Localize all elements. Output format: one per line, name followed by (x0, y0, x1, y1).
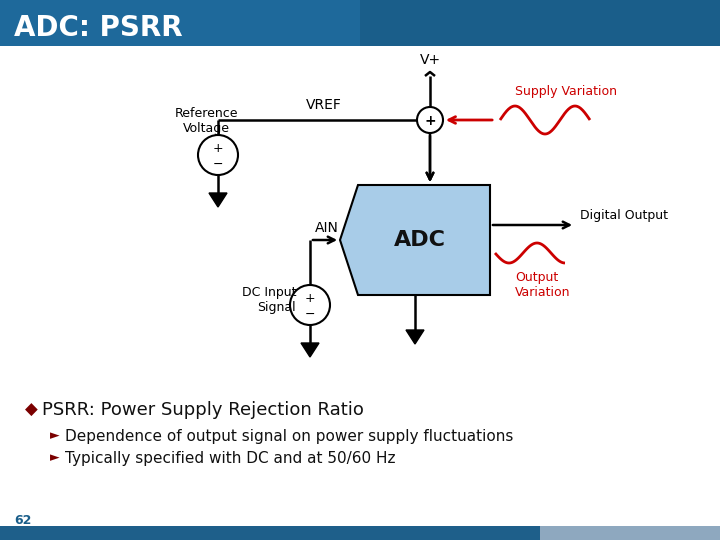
Text: Dependence of output signal on power supply fluctuations: Dependence of output signal on power sup… (65, 429, 513, 443)
Text: ◆: ◆ (25, 401, 37, 419)
Text: PSRR: Power Supply Rejection Ratio: PSRR: Power Supply Rejection Ratio (42, 401, 364, 419)
Text: ADC: PSRR: ADC: PSRR (14, 14, 183, 42)
Polygon shape (406, 330, 424, 344)
Polygon shape (209, 193, 227, 207)
Text: +: + (305, 292, 315, 305)
Text: Supply Variation: Supply Variation (515, 85, 617, 98)
Text: Reference
Voltage: Reference Voltage (174, 107, 238, 135)
Text: 62: 62 (14, 515, 32, 528)
Text: Output
Variation: Output Variation (515, 271, 570, 299)
Text: +: + (424, 114, 436, 128)
Polygon shape (340, 185, 490, 295)
Text: DC Input
Signal: DC Input Signal (241, 286, 296, 314)
Circle shape (198, 135, 238, 175)
Bar (0, 0, 360, 46)
Text: ►: ► (50, 451, 60, 464)
Text: AIN: AIN (315, 221, 339, 235)
Text: −: − (212, 158, 223, 171)
Bar (360, 0, 720, 46)
Text: +: + (212, 141, 223, 154)
Circle shape (290, 285, 330, 325)
Text: ►: ► (50, 429, 60, 442)
Text: −: − (305, 307, 315, 321)
Circle shape (417, 107, 443, 133)
Bar (0, 526, 720, 540)
Text: Digital Output: Digital Output (580, 208, 668, 221)
Text: VREF: VREF (306, 98, 342, 112)
Text: Typically specified with DC and at 50/60 Hz: Typically specified with DC and at 50/60… (65, 450, 395, 465)
Bar (0, 0, 720, 46)
Text: ADC: ADC (394, 230, 446, 250)
Bar (540, 526, 720, 540)
Text: V+: V+ (420, 53, 441, 67)
Polygon shape (301, 343, 319, 357)
